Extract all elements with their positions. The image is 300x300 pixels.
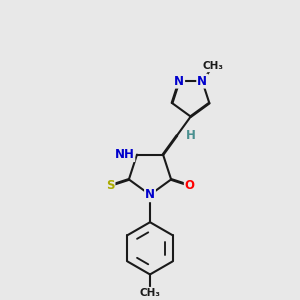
Text: N: N — [197, 75, 207, 88]
Text: O: O — [185, 179, 195, 192]
Text: NH: NH — [115, 148, 134, 161]
Text: CH₃: CH₃ — [202, 61, 224, 71]
Text: S: S — [106, 179, 115, 192]
Text: N: N — [145, 188, 155, 201]
Text: CH₃: CH₃ — [140, 288, 160, 298]
Text: H: H — [186, 129, 196, 142]
Text: N: N — [174, 75, 184, 88]
